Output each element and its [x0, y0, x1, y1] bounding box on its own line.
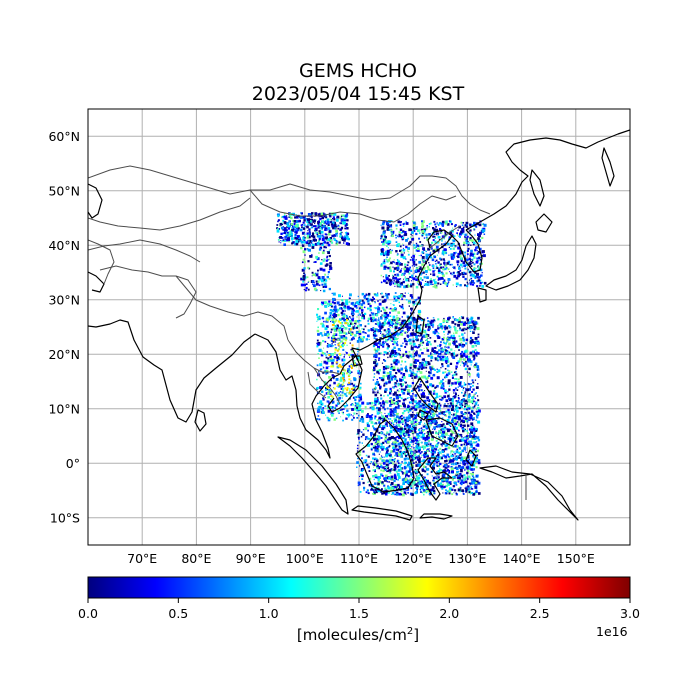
- coastline-myanmar: [254, 333, 298, 407]
- border-china-korea: [429, 225, 461, 249]
- coastline-japan-kyushu: [477, 287, 487, 303]
- hcho-data-swath: [276, 212, 487, 497]
- coastline-russia-pacific: [465, 129, 630, 231]
- map-frame: [87, 108, 631, 546]
- lon-tick-label: 130°E: [448, 551, 486, 566]
- border-central-asia: [88, 239, 201, 263]
- lon-tick-label: 110°E: [340, 551, 378, 566]
- coastline-visayas: [417, 409, 429, 421]
- coastline-taiwan: [415, 315, 425, 335]
- colorbar: [88, 577, 630, 598]
- coastline-new-guinea: [479, 465, 579, 521]
- colorbar-unit-label: [molecules/cm2]: [296, 626, 420, 644]
- coastline-mindanao: [425, 417, 459, 447]
- colorbar-tick-label: 1.0: [259, 606, 279, 621]
- border-thai-cambodia: [307, 371, 327, 399]
- coastline-korea: [451, 229, 483, 273]
- colorbar-tick-label: 3.0: [620, 606, 640, 621]
- border-kazakhstan: [88, 197, 251, 231]
- lon-tick-label: 150°E: [557, 551, 595, 566]
- coastline-sakhalin: [529, 169, 545, 207]
- coastline-borneo: [355, 419, 415, 493]
- coastline-kamchatka: [601, 147, 615, 187]
- lat-tick-label: 20°N: [48, 347, 80, 362]
- colorbar-tick-label: 2.0: [439, 606, 459, 621]
- map-title: GEMS HCHO: [298, 60, 418, 82]
- colorbar-tick-label: 0.5: [168, 606, 188, 621]
- coastline-china-east: [417, 229, 453, 291]
- coastline-arabian: [88, 271, 105, 293]
- coastline-java: [351, 505, 413, 521]
- coastline-luzon: [413, 377, 439, 413]
- coastline-halmahera: [465, 449, 477, 467]
- coastline-sulawesi: [417, 457, 453, 501]
- map-subtitle-timestamp: 2023/05/04 15:45 KST: [251, 83, 465, 105]
- lat-tick-label: 40°N: [48, 238, 80, 253]
- lon-tick-label: 90°E: [236, 551, 266, 566]
- axis-tick-labels: 70°E 80°E 90°E 100°E 110°E 120°E 130°E 140°E 150…: [48, 129, 594, 566]
- coastline-lesser-sunda: [419, 513, 453, 520]
- coastline-vietnam: [327, 355, 363, 413]
- lat-tick-label: 10°S: [50, 510, 80, 525]
- lon-tick-label: 100°E: [286, 551, 324, 566]
- border-russia-south: [88, 165, 491, 215]
- lat-tick-label: 60°N: [48, 129, 80, 144]
- border-india-china: [175, 275, 289, 341]
- lon-tick-label: 70°E: [127, 551, 157, 566]
- lon-tick-label: 80°E: [181, 551, 211, 566]
- coastline-japan-hokkaido: [535, 213, 553, 233]
- coastline-malay: [296, 289, 423, 459]
- country-borders: [88, 165, 527, 500]
- colorbar-tick-label: 2.5: [530, 606, 550, 621]
- border-laos-vietnam: [313, 367, 341, 405]
- lon-tick-label: 140°E: [503, 551, 541, 566]
- coastline-sumatra: [277, 436, 349, 515]
- border-mongolia: [249, 189, 457, 223]
- coastline-caspian: [88, 183, 103, 219]
- coastline-sri-lanka: [194, 409, 207, 432]
- coastline-hainan: [351, 355, 363, 367]
- border-afghan-pak: [99, 265, 197, 319]
- coastline-india: [88, 319, 256, 423]
- border-iran: [88, 239, 115, 285]
- colorbar-ticks: 0.0 0.5 1.0 1.5 2.0 2.5 3.0: [78, 598, 640, 621]
- lat-tick-label: 50°N: [48, 183, 80, 198]
- colorbar-exponent-label: 1e16: [596, 624, 628, 639]
- coastlines: [88, 129, 630, 521]
- lat-tick-label: 30°N: [48, 292, 80, 307]
- lat-tick-label: 0°: [66, 456, 80, 471]
- colorbar-tick-label: 1.5: [349, 606, 369, 621]
- lon-tick-label: 120°E: [394, 551, 432, 566]
- lat-tick-label: 10°N: [48, 401, 80, 416]
- map-area: [88, 109, 630, 545]
- colorbar-tick-label: 0.0: [78, 606, 98, 621]
- coastline-japan-honshu: [485, 235, 537, 291]
